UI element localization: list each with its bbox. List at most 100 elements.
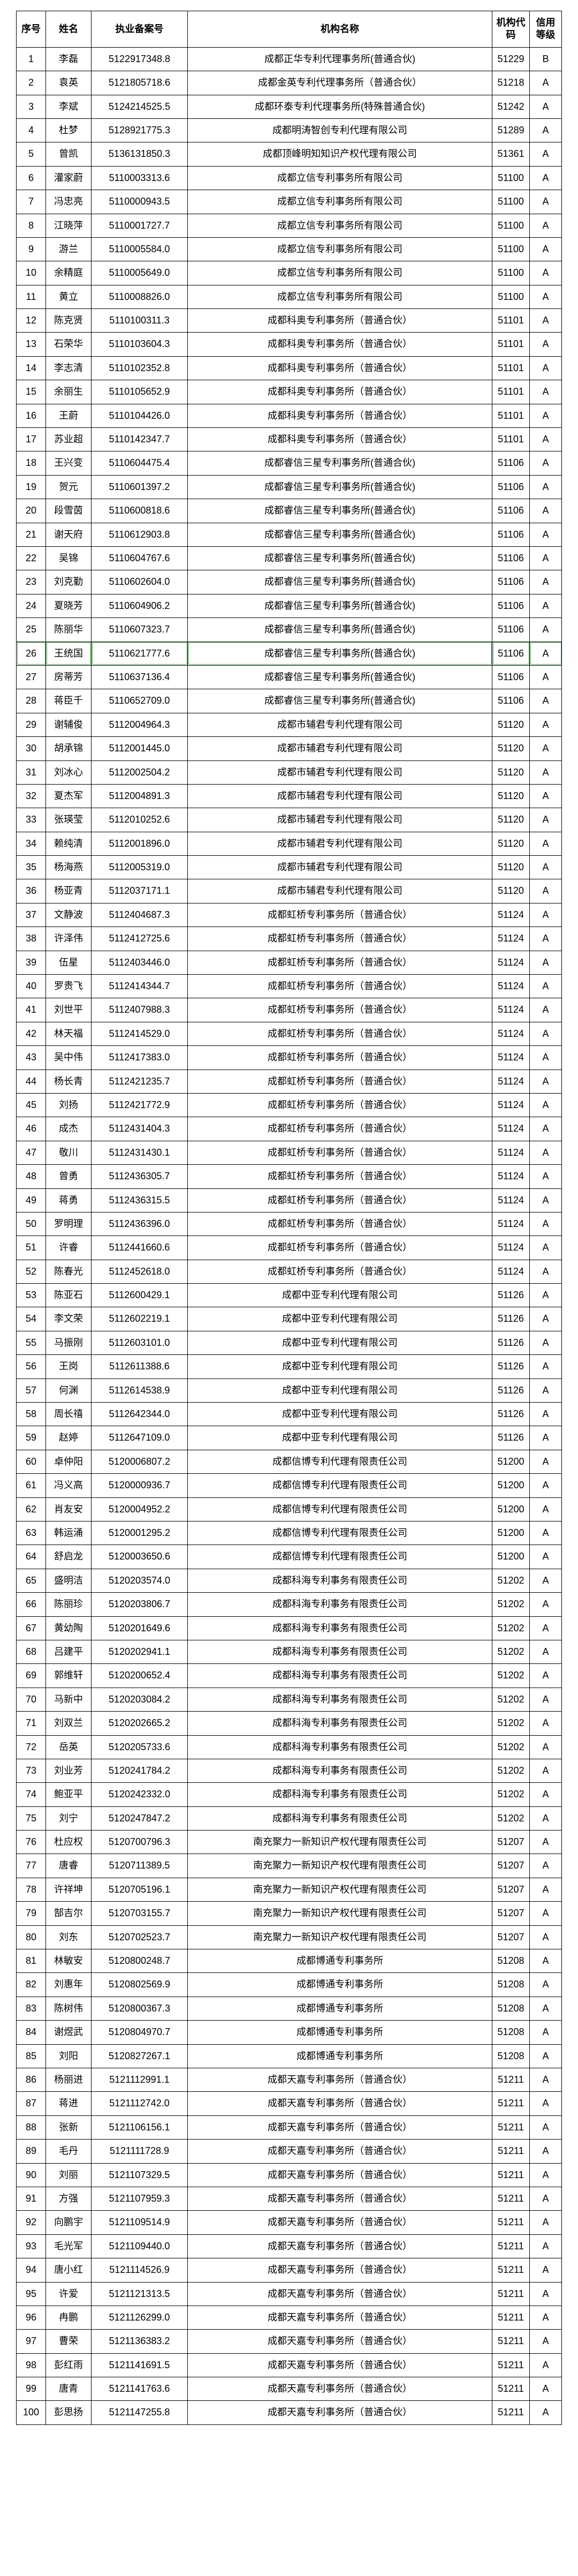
- cell-grade: A: [530, 2187, 562, 2210]
- table-row: 51许睿5112441660.6成都虹桥专利事务所（普通合伙）51124A: [17, 1236, 562, 1260]
- cell-name: 蒋勇: [46, 1188, 92, 1212]
- table-row: 86杨丽进5121112991.1成都天嘉专利事务所（普通合伙）51211A: [17, 2068, 562, 2091]
- cell-grade: A: [530, 2330, 562, 2353]
- cell-seq: 84: [17, 2021, 46, 2044]
- cell-grade: A: [530, 237, 562, 261]
- cell-seq: 60: [17, 1450, 46, 1473]
- cell-grade: A: [530, 166, 562, 190]
- cell-grade: A: [530, 1997, 562, 2020]
- cell-name: 许爱: [46, 2282, 92, 2306]
- cell-seq: 18: [17, 451, 46, 475]
- cell-grade: A: [530, 333, 562, 356]
- cell-code: 51124: [492, 1117, 530, 1141]
- cell-seq: 58: [17, 1403, 46, 1426]
- cell-code: 51120: [492, 737, 530, 760]
- cell-lic: 5121126299.0: [92, 2306, 188, 2329]
- cell-lic: 5112436315.5: [92, 1188, 188, 1212]
- cell-code: 51202: [492, 1664, 530, 1688]
- cell-code: 51218: [492, 71, 530, 95]
- cell-lic: 5112431404.3: [92, 1117, 188, 1141]
- cell-lic: 5112600429.1: [92, 1284, 188, 1307]
- cell-seq: 20: [17, 499, 46, 523]
- cell-org: 成都天嘉专利事务所（普通合伙）: [188, 2163, 492, 2187]
- cell-lic: 5121112742.0: [92, 2092, 188, 2115]
- cell-code: 51208: [492, 2044, 530, 2068]
- cell-name: 黄立: [46, 285, 92, 308]
- cell-lic: 5120700796.3: [92, 1831, 188, 1854]
- cell-org: 成都睿信三星专利事务所(普通合伙): [188, 642, 492, 665]
- cell-grade: A: [530, 261, 562, 285]
- cell-code: 51202: [492, 1616, 530, 1640]
- cell-lic: 5121109440.0: [92, 2234, 188, 2258]
- table-row: 67黄幼陶5120201649.6成都科海专利事务有限责任公司51202A: [17, 1616, 562, 1640]
- cell-seq: 71: [17, 1712, 46, 1735]
- table-row: 95许爱5121121313.5成都天嘉专利事务所（普通合伙）51211A: [17, 2282, 562, 2306]
- cell-lic: 5110008826.0: [92, 285, 188, 308]
- cell-seq: 74: [17, 1783, 46, 1806]
- cell-code: 51211: [492, 2187, 530, 2210]
- table-row: 8江晓萍5110001727.7成都立信专利事务所有限公司51100A: [17, 214, 562, 237]
- cell-seq: 17: [17, 428, 46, 451]
- table-row: 59赵婷5112647109.0成都中亚专利代理有限公司51126A: [17, 1426, 562, 1450]
- cell-name: 蒋臣千: [46, 689, 92, 713]
- cell-code: 51101: [492, 333, 530, 356]
- cell-code: 51124: [492, 1165, 530, 1188]
- cell-lic: 5120247847.2: [92, 1806, 188, 1830]
- cell-name: 张新: [46, 2115, 92, 2139]
- cell-lic: 5121107329.5: [92, 2163, 188, 2187]
- cell-seq: 88: [17, 2115, 46, 2139]
- cell-code: 51202: [492, 1593, 530, 1616]
- cell-name: 贺元: [46, 475, 92, 499]
- cell-code: 51229: [492, 47, 530, 71]
- cell-code: 51211: [492, 2306, 530, 2329]
- cell-org: 成都中亚专利代理有限公司: [188, 1355, 492, 1379]
- cell-name: 吕建平: [46, 1640, 92, 1663]
- cell-org: 成都科海专利事务有限责任公司: [188, 1735, 492, 1759]
- cell-seq: 82: [17, 1973, 46, 1997]
- cell-org: 成都虹桥专利事务所（普通合伙）: [188, 998, 492, 1022]
- cell-code: 51126: [492, 1403, 530, 1426]
- cell-org: 成都天嘉专利事务所（普通合伙）: [188, 2377, 492, 2401]
- col-seq: 序号: [17, 11, 46, 48]
- table-row: 25陈丽华5110607323.7成都睿信三星专利事务所(普通合伙)51106A: [17, 618, 562, 642]
- cell-grade: A: [530, 1069, 562, 1093]
- table-row: 69郭维轩5120200652.4成都科海专利事务有限责任公司51202A: [17, 1664, 562, 1688]
- cell-code: 51207: [492, 1854, 530, 1878]
- cell-name: 赵婷: [46, 1426, 92, 1450]
- table-row: 26王统国5110621777.6成都睿信三星专利事务所(普通合伙)51106A: [17, 642, 562, 665]
- cell-seq: 89: [17, 2140, 46, 2163]
- cell-seq: 66: [17, 1593, 46, 1616]
- cell-seq: 97: [17, 2330, 46, 2353]
- cell-org: 成都顶峰明知知识产权代理有限公司: [188, 142, 492, 166]
- table-row: 30胡承锦5112001445.0成都市辅君专利代理有限公司51120A: [17, 737, 562, 760]
- cell-lic: 5112010252.6: [92, 808, 188, 832]
- cell-grade: A: [530, 879, 562, 903]
- cell-lic: 5120711389.5: [92, 1854, 188, 1878]
- cell-org: 南充聚力一新知识产权代理有限责任公司: [188, 1831, 492, 1854]
- cell-name: 吴中伟: [46, 1046, 92, 1069]
- cell-seq: 53: [17, 1284, 46, 1307]
- cell-org: 成都市辅君专利代理有限公司: [188, 737, 492, 760]
- cell-name: 灌家蔚: [46, 166, 92, 190]
- cell-seq: 54: [17, 1307, 46, 1331]
- table-row: 73刘业芳5120241784.2成都科海专利事务有限责任公司51202A: [17, 1759, 562, 1782]
- table-row: 100彭思扬5121147255.8成都天嘉专利事务所（普通合伙）51211A: [17, 2401, 562, 2424]
- table-body: 1李磊5122917348.8成都正华专利代理事务所(普通合伙)51229B2袁…: [17, 47, 562, 2424]
- cell-org: 成都中亚专利代理有限公司: [188, 1426, 492, 1450]
- table-row: 54李文荣5112602219.1成都中亚专利代理有限公司51126A: [17, 1307, 562, 1331]
- cell-code: 51202: [492, 1735, 530, 1759]
- cell-name: 王蔚: [46, 404, 92, 427]
- cell-name: 石荣华: [46, 333, 92, 356]
- cell-lic: 5112421235.7: [92, 1069, 188, 1093]
- cell-code: 51124: [492, 1141, 530, 1164]
- cell-code: 51211: [492, 2068, 530, 2091]
- cell-code: 51211: [492, 2353, 530, 2377]
- cell-org: 成都市辅君专利代理有限公司: [188, 784, 492, 808]
- table-row: 45刘扬5112421772.9成都虹桥专利事务所（普通合伙）51124A: [17, 1093, 562, 1117]
- cell-seq: 51: [17, 1236, 46, 1260]
- cell-code: 51208: [492, 1949, 530, 1973]
- cell-org: 成都市辅君专利代理有限公司: [188, 760, 492, 784]
- cell-name: 彭红雨: [46, 2353, 92, 2377]
- cell-org: 成都天嘉专利事务所（普通合伙）: [188, 2140, 492, 2163]
- cell-grade: A: [530, 951, 562, 974]
